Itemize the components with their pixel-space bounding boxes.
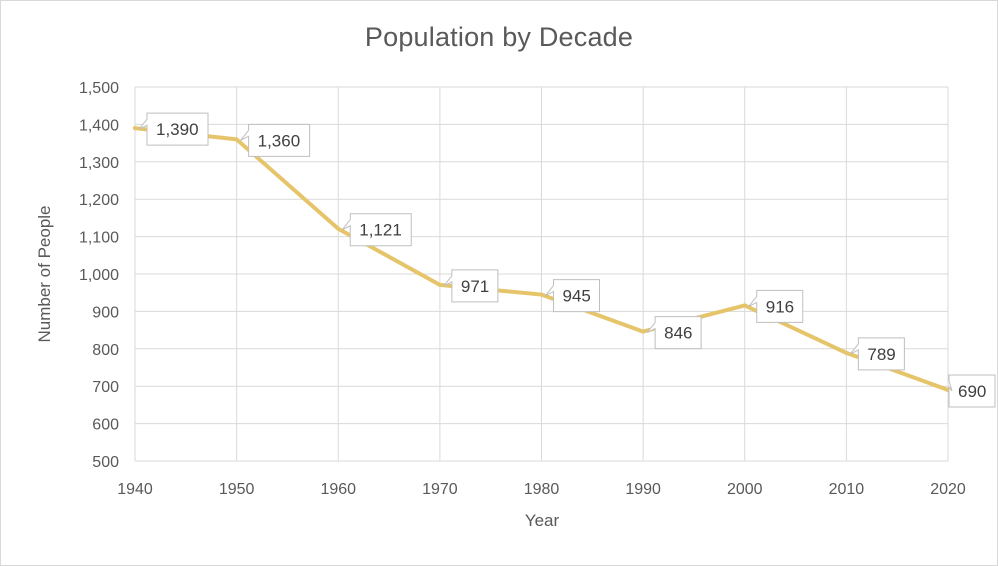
x-tick-label: 2010	[829, 481, 865, 498]
y-tick-label: 1,300	[79, 155, 119, 172]
x-axis-title: Year	[524, 511, 560, 530]
y-tick-label: 700	[92, 379, 119, 396]
data-label: 789	[849, 337, 905, 371]
data-label: 690	[948, 374, 996, 408]
x-tick-label: 1950	[219, 481, 255, 498]
y-tick-label: 1,500	[79, 80, 119, 97]
data-label: 846	[646, 316, 702, 350]
x-tick-label: 1960	[320, 481, 356, 498]
y-tick-label: 1,400	[79, 117, 119, 134]
y-tick-label: 800	[92, 342, 119, 359]
data-point	[133, 126, 137, 131]
x-tick-label: 1990	[625, 481, 661, 498]
y-tick-label: 600	[92, 417, 119, 434]
data-point	[234, 137, 239, 142]
svg-text:789: 789	[867, 345, 895, 364]
data-point	[742, 303, 747, 308]
y-tick-label: 1,200	[79, 192, 119, 209]
x-tick-label: 1970	[422, 481, 458, 498]
data-point	[641, 329, 646, 334]
data-label: 1,360	[240, 123, 311, 157]
y-tick-label: 500	[92, 454, 119, 471]
svg-text:916: 916	[766, 297, 794, 316]
chart-title: Population by Decade	[364, 22, 634, 52]
svg-text:846: 846	[664, 324, 692, 343]
svg-text:971: 971	[461, 277, 489, 296]
data-label: 945	[545, 279, 600, 313]
data-label: 1,390	[138, 112, 209, 146]
y-tick-label: 900	[92, 304, 119, 321]
x-tick-label: 1980	[524, 481, 560, 498]
data-label: 916	[748, 289, 804, 323]
x-tick-label: 2020	[930, 481, 966, 498]
data-point	[539, 292, 544, 297]
y-tick-label: 1,000	[79, 267, 119, 284]
y-tick-label: 1,100	[79, 230, 119, 247]
data-label: 971	[443, 269, 499, 303]
data-point	[437, 282, 442, 287]
x-tick-label: 2000	[727, 481, 763, 498]
svg-text:1,360: 1,360	[258, 131, 301, 150]
svg-text:1,390: 1,390	[156, 120, 199, 139]
data-point	[336, 226, 341, 231]
svg-text:1,121: 1,121	[359, 221, 402, 240]
data-point	[844, 350, 849, 355]
svg-text:690: 690	[958, 382, 986, 401]
svg-text:945: 945	[563, 287, 591, 306]
data-label: 1,121	[341, 213, 412, 247]
x-tick-label: 1940	[117, 481, 153, 498]
